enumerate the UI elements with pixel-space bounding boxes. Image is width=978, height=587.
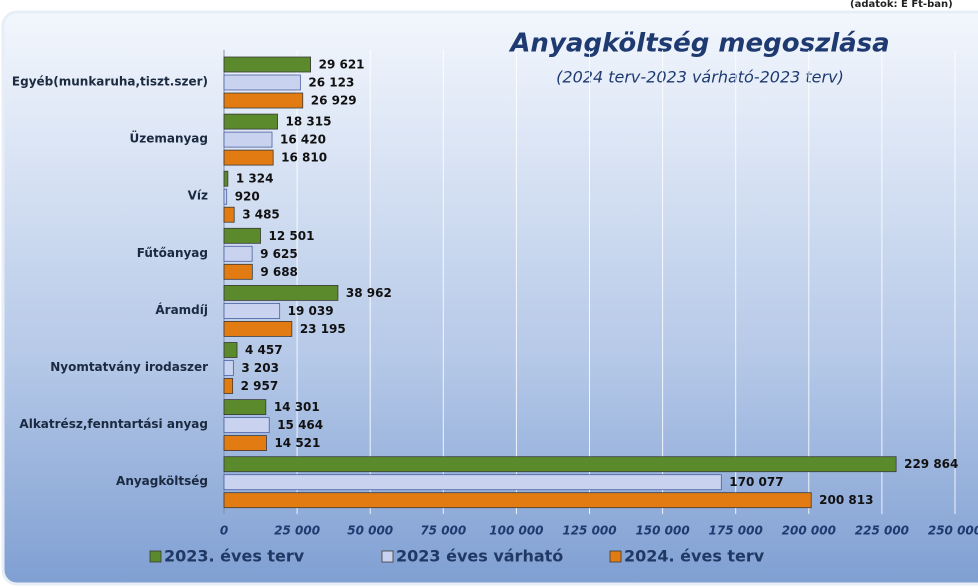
chart-subtitle: (2024 terv-2023 várható-2023 terv) [556, 68, 844, 87]
value-label: 16 810 [281, 151, 327, 165]
value-label: 3 485 [242, 208, 280, 222]
x-tick-label: 100 000 [489, 524, 543, 538]
value-label: 2 957 [241, 379, 279, 393]
value-label: 14 521 [274, 436, 320, 450]
value-label: 1 324 [236, 172, 274, 186]
value-label: 229 864 [904, 457, 958, 471]
category-label: Áramdíj [155, 302, 208, 317]
legend-swatch [149, 550, 162, 563]
x-tick-label: 125 000 [562, 524, 616, 538]
bar [223, 188, 228, 205]
legend-swatch [381, 550, 394, 563]
category-label: Víz [188, 189, 208, 203]
chart-title: Anyagköltség megoszlása [508, 29, 889, 59]
value-label: 14 301 [274, 400, 320, 414]
bar [223, 170, 229, 187]
x-tick-label: 250 000 [928, 524, 978, 538]
bar [223, 245, 253, 262]
value-label: 26 123 [308, 76, 354, 90]
category-label: Egyéb(munkaruha,tiszt.szer) [12, 75, 208, 89]
value-label: 29 621 [319, 58, 365, 72]
bar [223, 227, 261, 244]
x-tick-label: 25 000 [274, 524, 320, 538]
value-label: 4 457 [245, 343, 283, 357]
x-tick-label: 75 000 [420, 524, 466, 538]
bar [223, 131, 273, 148]
value-label: 170 077 [729, 475, 783, 489]
category-label: Alkatrész,fenntartási anyag [19, 417, 208, 431]
bar [223, 263, 253, 280]
legend-label: 2023 éves várható [396, 547, 563, 566]
bar [223, 342, 238, 358]
value-label: 12 501 [269, 229, 315, 243]
bar [223, 360, 234, 376]
note: (adatok: E Ft-ban) [850, 0, 953, 10]
bar [223, 113, 278, 130]
x-tick-label: 200 000 [782, 524, 836, 538]
bar [223, 417, 270, 434]
bar [223, 456, 897, 473]
legend-label: 2023. éves terv [164, 547, 305, 566]
category-label: Nyomtatvány irodaszer [50, 360, 208, 374]
x-tick-label: 50 000 [347, 524, 393, 538]
value-label: 200 813 [819, 493, 873, 507]
value-label: 9 625 [260, 247, 298, 261]
category-label: Anyagköltség [116, 474, 208, 488]
bar [223, 149, 274, 166]
bar [223, 435, 267, 452]
value-label: 26 929 [311, 94, 357, 108]
x-tick-label: 225 000 [855, 524, 909, 538]
bar [223, 206, 235, 223]
bar [223, 74, 301, 91]
bar [223, 399, 267, 416]
bar [223, 474, 722, 491]
x-tick-label: 0 [220, 524, 228, 538]
legend-label: 2024. éves terv [624, 547, 765, 566]
bar [223, 492, 812, 509]
value-label: 3 203 [241, 361, 279, 375]
bar [223, 284, 339, 301]
value-label: 19 039 [288, 304, 334, 318]
legend-swatch [609, 550, 622, 563]
value-label: 9 688 [260, 265, 298, 279]
category-label: Fűtőanyag [137, 246, 208, 260]
x-tick-label: 175 000 [709, 524, 763, 538]
value-label: 920 [235, 190, 260, 204]
bar [223, 378, 234, 394]
bar [223, 56, 312, 73]
value-label: 23 195 [300, 322, 346, 336]
value-label: 16 420 [280, 133, 326, 147]
value-label: 38 962 [346, 286, 392, 300]
x-tick-label: 150 000 [635, 524, 689, 538]
bar [223, 320, 293, 337]
category-label: Üzemanyag [129, 131, 208, 146]
bar [223, 92, 304, 109]
value-label: 15 464 [277, 418, 323, 432]
bar [223, 302, 281, 319]
value-label: 18 315 [286, 115, 332, 129]
